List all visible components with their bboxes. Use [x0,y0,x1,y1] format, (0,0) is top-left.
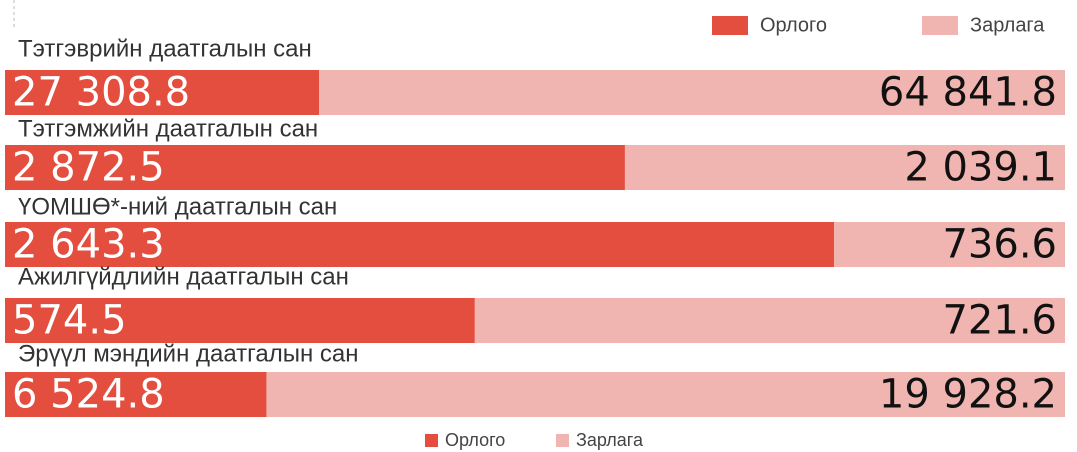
legend-label: Зарлага [970,14,1045,36]
value-label: 19 928.2 [879,372,1057,418]
bar-segment [5,145,625,190]
value-label: 2 643.3 [12,222,165,268]
legend-swatch [712,16,748,35]
value-label: 736.6 [942,222,1057,268]
category-label: Тэтгэврийн даатгалын сан [18,35,312,62]
legend-swatch [556,434,569,447]
value-label: 27 308.8 [12,70,190,116]
category-label: Ажилгүйдлийн даатгалын сан [18,263,349,290]
bar-segment [5,70,320,115]
legend-label: Орлого [445,430,505,450]
legend-swatch [425,434,438,447]
value-label: 2 039.1 [904,145,1057,191]
legend-swatch [922,16,958,35]
bar-segment [266,372,1066,417]
value-label: 721.6 [942,298,1057,344]
bar-segment [319,70,1066,115]
value-label: 6 524.8 [12,372,165,418]
bar-segment [474,298,1065,343]
legend-label: Зарлага [576,430,644,450]
value-label: 574.5 [12,298,127,344]
legend-label: Орлого [760,14,827,36]
bar-segment [5,372,267,417]
bar-segment [624,145,1065,190]
category-label: ҮОМШӨ*-ний даатгалын сан [18,193,337,220]
category-label: Эрүүл мэндийн даатгалын сан [18,340,359,367]
bar-segment [5,298,475,343]
value-label: 2 872.5 [12,145,165,191]
value-label: 64 841.8 [879,70,1057,116]
category-label: Тэтгэмжийн даатгалын сан [18,115,318,142]
bar-segment [833,222,1065,267]
bar-segment [5,222,834,267]
